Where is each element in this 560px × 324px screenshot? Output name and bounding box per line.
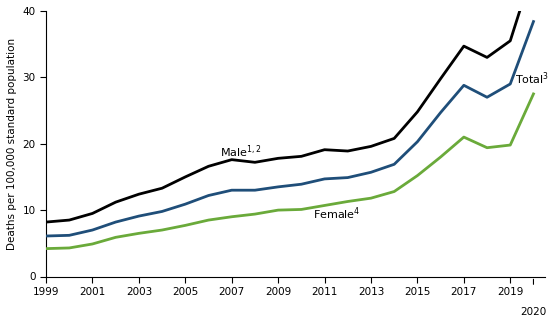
Text: Total$^3$: Total$^3$	[515, 70, 549, 87]
Text: Female$^4$: Female$^4$	[313, 205, 361, 222]
Y-axis label: Deaths per 100,000 standard population: Deaths per 100,000 standard population	[7, 38, 17, 250]
Text: 2020: 2020	[520, 307, 547, 317]
Text: Male$^{1,2}$: Male$^{1,2}$	[220, 144, 262, 160]
